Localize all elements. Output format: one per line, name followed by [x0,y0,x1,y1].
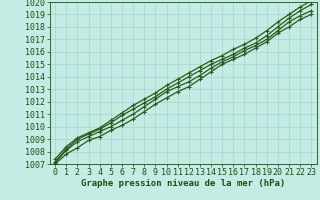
X-axis label: Graphe pression niveau de la mer (hPa): Graphe pression niveau de la mer (hPa) [81,179,285,188]
